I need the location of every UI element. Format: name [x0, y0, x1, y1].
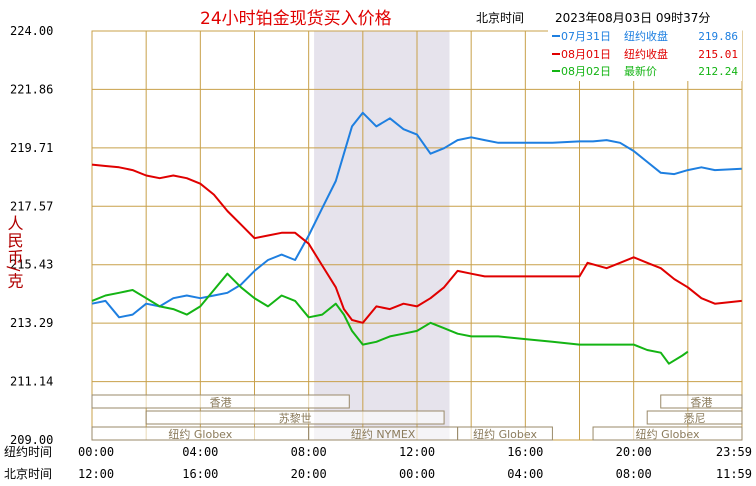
y-tick-label: 221.86 [10, 82, 53, 96]
legend-value: 215.01 [698, 48, 738, 61]
y-axis-label: 人民币/克 [5, 215, 24, 289]
y-tick-label: 215.43 [10, 258, 53, 272]
x-tick-label: 00:00 [399, 467, 435, 481]
series-line [91, 272, 689, 365]
legend-date: 07月31日 [561, 30, 611, 43]
y-tick-label: 219.71 [10, 141, 53, 155]
y-tick-label: 209.00 [10, 433, 53, 447]
legend-value: 212.24 [698, 65, 738, 78]
x-tick-label: 04:00 [507, 467, 543, 481]
session-label: 纽约 Globex [636, 427, 700, 441]
x-tick-label: 08:00 [616, 467, 652, 481]
legend-background [548, 30, 742, 81]
x-tick-label: 00:00 [78, 445, 114, 459]
session-box [145, 410, 445, 425]
x-tick-label: 16:00 [507, 445, 543, 459]
legend-date: 08月02日 [561, 65, 611, 78]
x-tick-label: 20:00 [616, 445, 652, 459]
session-box [91, 394, 350, 409]
x-axis-row-label: 纽约时间 [4, 444, 52, 459]
x-tick-label: 12:00 [399, 445, 435, 459]
timestamp-label: 北京时间 [476, 11, 524, 25]
legend-label: 纽约收盘 [624, 29, 668, 43]
session-box [646, 410, 743, 425]
session-label: 悉尼 [684, 412, 706, 425]
legend: 07月31日 纽约收盘 219.86 08月01日 纽约收盘 215.01 08月02日 最新… [548, 29, 742, 81]
x-tick-label: 20:00 [291, 467, 327, 481]
y-tick-label: 224.00 [10, 24, 53, 38]
x-tick-label: 23:59 [716, 445, 752, 459]
x-tick-label: 16:00 [182, 467, 218, 481]
legend-value: 219.86 [698, 30, 738, 43]
series-line [91, 163, 742, 324]
session-label: 纽约 NYMEX [351, 427, 416, 441]
session-label: 香港 [690, 396, 712, 409]
session-label: 纽约 Globex [168, 427, 232, 441]
session-label: 纽约 Globex [473, 427, 537, 441]
y-tick-label: 211.14 [10, 375, 53, 389]
session-label: 香港 [210, 396, 232, 409]
y-tick-label: 213.29 [10, 316, 53, 330]
series-line [91, 111, 742, 319]
session-box [457, 426, 553, 441]
session-box [592, 426, 743, 441]
x-tick-label: 08:00 [291, 445, 327, 459]
x-axis-row-label: 北京时间 [4, 467, 52, 481]
legend-date: 08月01日 [561, 48, 611, 61]
session-label: 苏黎世 [279, 411, 312, 425]
chart-title: 24小时铂金现货买入价格 [200, 9, 392, 29]
session-box [660, 394, 743, 409]
x-tick-label: 12:00 [78, 467, 114, 481]
legend-label: 纽约收盘 [624, 47, 668, 61]
highlight-band [314, 31, 450, 440]
x-tick-label: 04:00 [182, 445, 218, 459]
timestamp-value: 2023年08月03日 09时37分 [555, 11, 710, 25]
legend-label: 最新价 [624, 64, 657, 78]
x-tick-label: 11:59 [716, 467, 752, 481]
y-tick-label: 217.57 [10, 199, 53, 213]
